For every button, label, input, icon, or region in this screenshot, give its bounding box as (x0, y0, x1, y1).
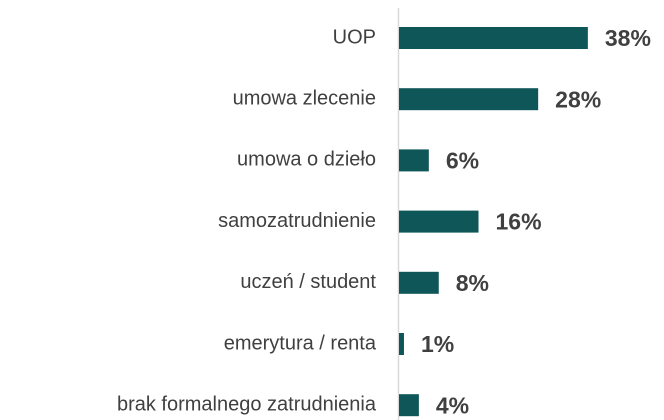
value-label: 28% (555, 86, 601, 112)
category-label: umowa zlecenie (233, 87, 376, 109)
bar (399, 210, 479, 233)
category-label: UOP (333, 26, 376, 48)
value-label: 4% (436, 392, 469, 418)
value-label: 6% (446, 147, 479, 173)
bar (399, 27, 588, 49)
value-label: 1% (421, 331, 454, 357)
bar (399, 88, 539, 111)
category-label: umowa o dzieło (237, 149, 376, 171)
value-label: 38% (605, 25, 651, 51)
bar (399, 394, 419, 417)
category-label: emerytura / renta (224, 332, 377, 354)
bar (399, 149, 429, 172)
bar (399, 333, 404, 355)
category-label: uczeń / student (240, 271, 376, 293)
category-label: brak formalnego zatrudnienia (117, 393, 377, 415)
value-label: 8% (456, 270, 489, 296)
category-label: samozatrudnienie (218, 210, 376, 232)
bar (399, 271, 439, 294)
value-label: 16% (496, 209, 542, 235)
